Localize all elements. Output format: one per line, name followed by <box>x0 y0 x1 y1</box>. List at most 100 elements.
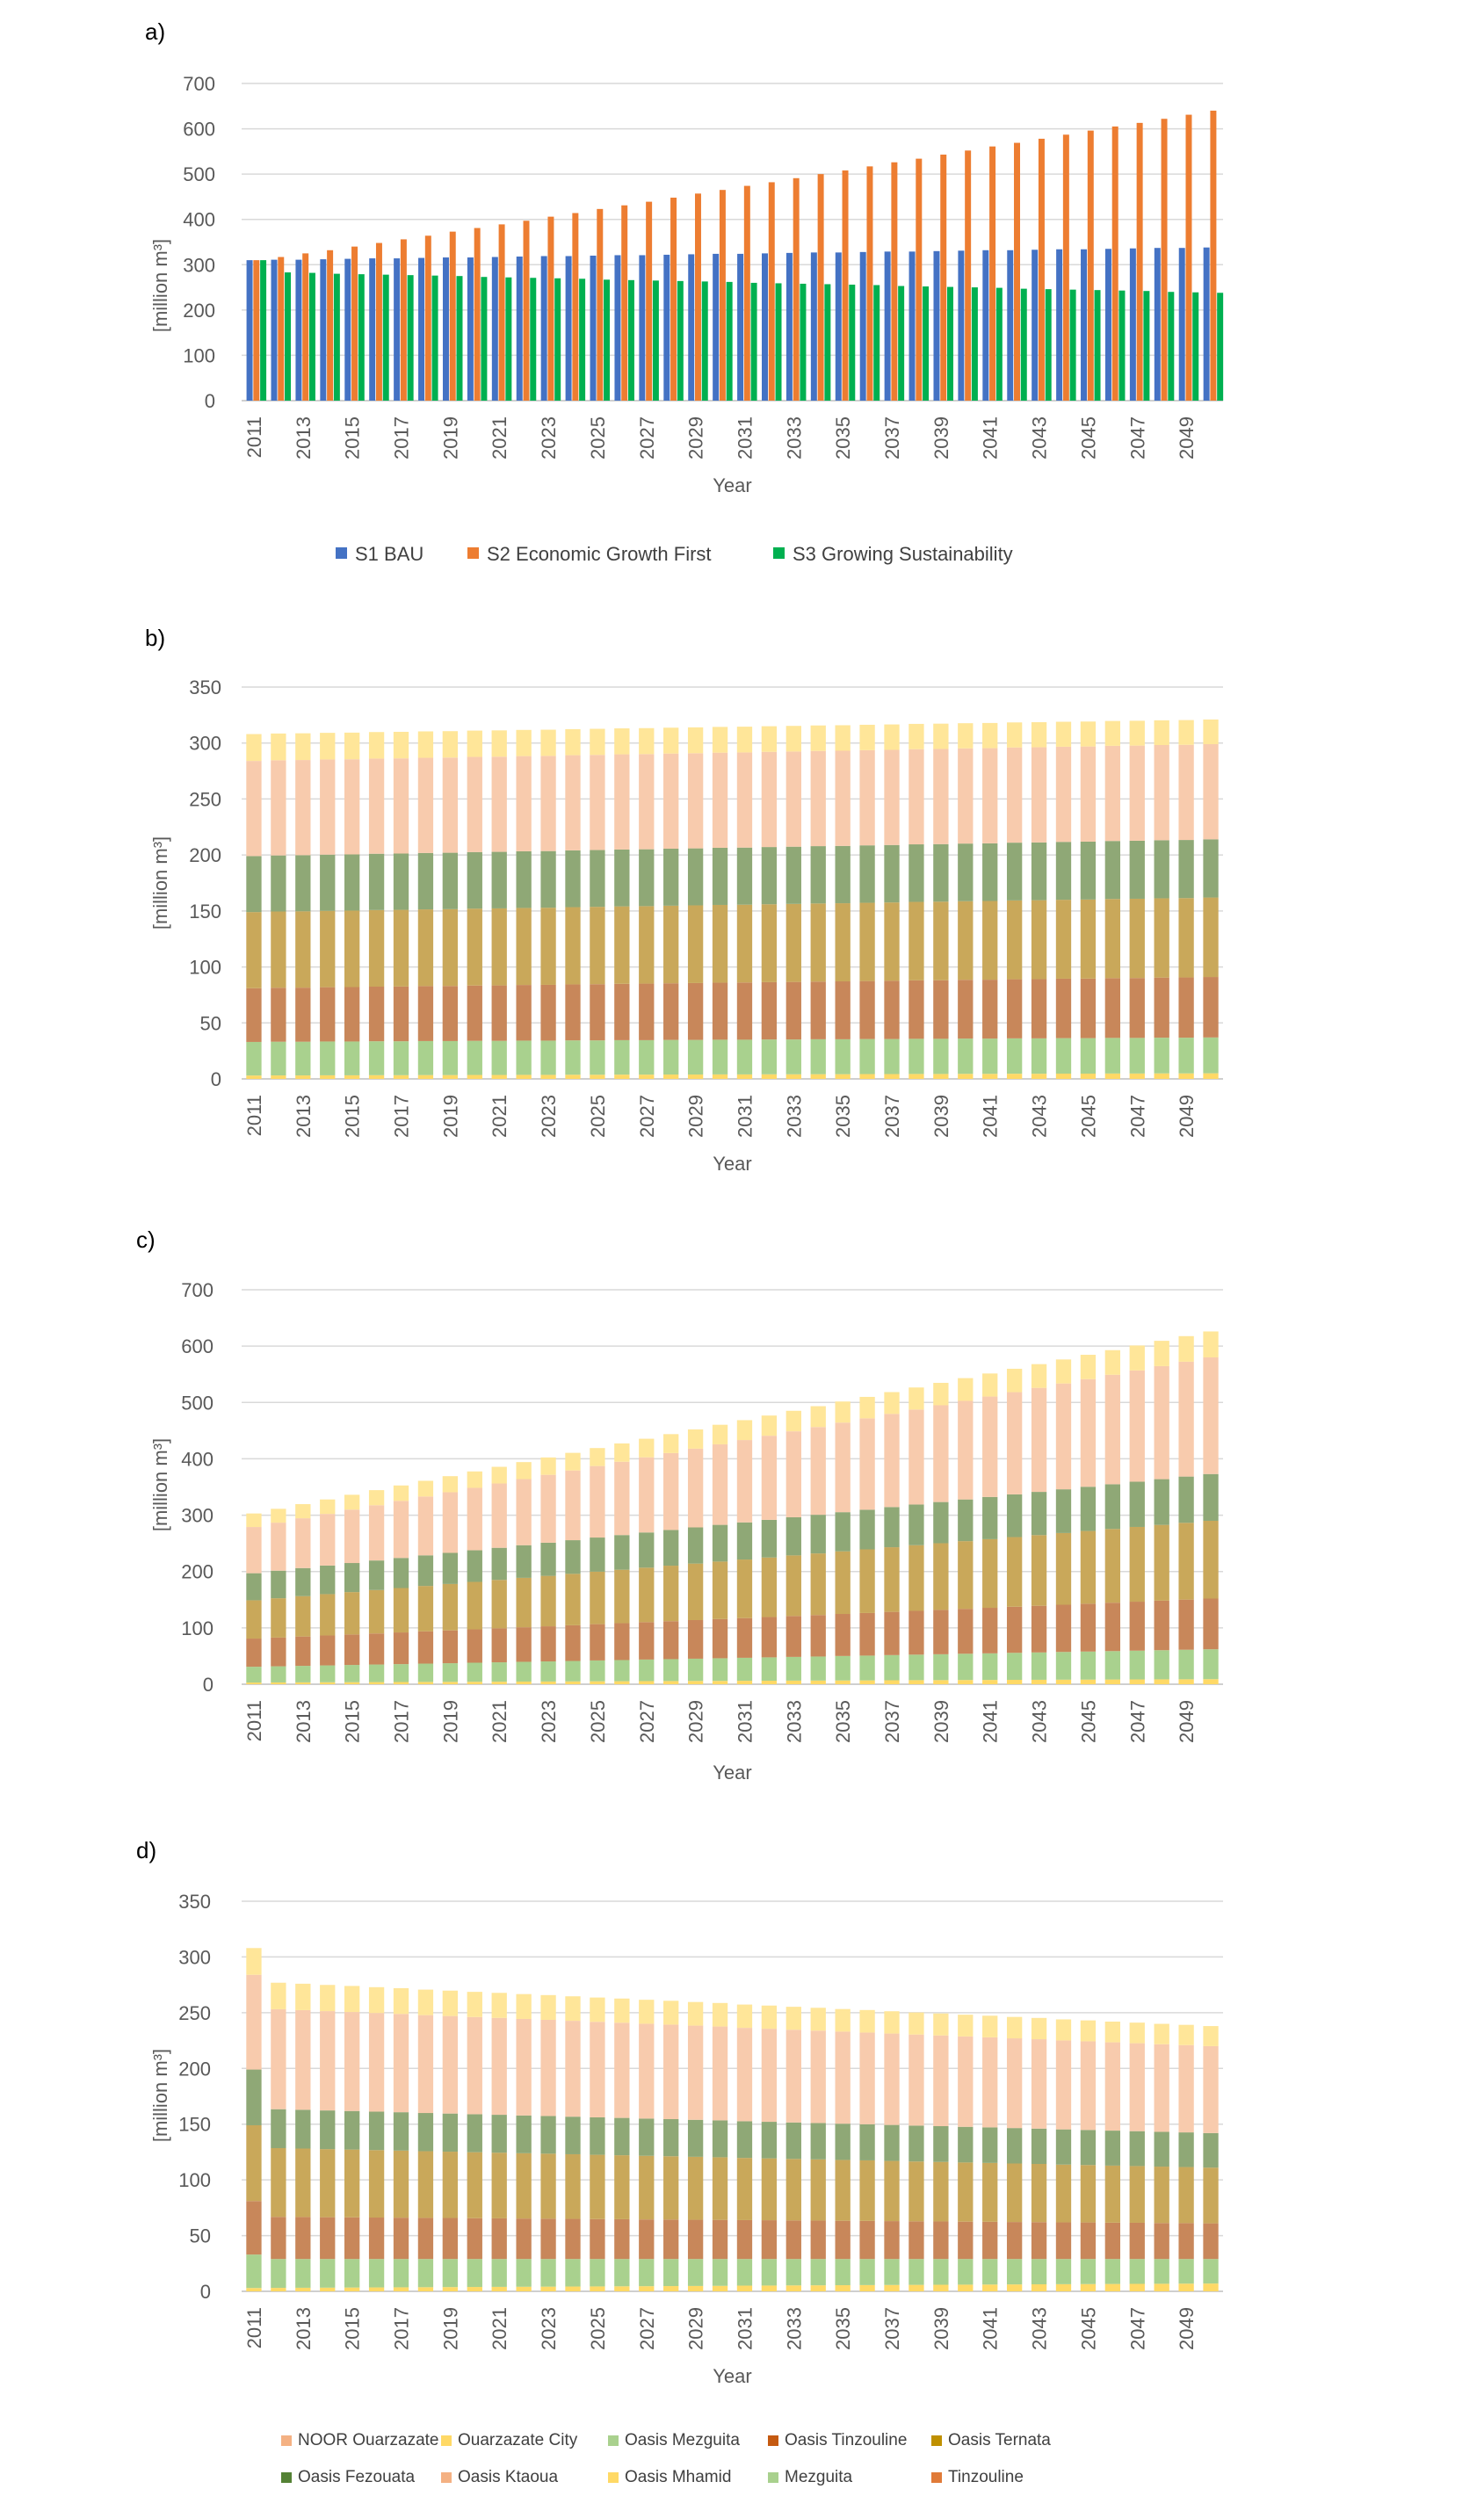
stack-segment <box>761 751 778 848</box>
stack-segment <box>1031 1074 1047 1079</box>
stack-segment <box>663 1530 679 1567</box>
stack-segment <box>320 1594 336 1636</box>
stack-segment <box>933 749 949 844</box>
x-tick-label: 2019 <box>439 2307 461 2350</box>
stack-segment <box>712 1618 728 1659</box>
x-tick-label: 2011 <box>243 1095 265 1136</box>
legend-label: Oasis Tinzouline <box>785 2431 907 2449</box>
stack-segment <box>417 1663 434 1682</box>
stack-segment <box>1055 900 1072 979</box>
stack-segment <box>565 850 581 908</box>
stack-segment <box>368 853 385 910</box>
stack-segment <box>1203 2167 1219 2224</box>
stack-segment <box>933 1543 949 1610</box>
stack-segment <box>368 1664 385 1682</box>
stack-segment <box>590 1538 605 1572</box>
stack-segment <box>467 730 482 757</box>
stack-segment <box>958 1074 974 1079</box>
stack-segment <box>491 1547 507 1581</box>
stack-segment <box>736 2121 753 2159</box>
x-tick-label: 2015 <box>342 1700 364 1743</box>
stack-segment <box>540 984 556 1041</box>
stack-segment <box>368 1074 385 1079</box>
stack-segment <box>884 980 900 1039</box>
stack-segment <box>320 2259 336 2288</box>
x-tick-label: 2025 <box>587 1095 609 1138</box>
stack-segment <box>320 1074 336 1079</box>
stack-segment <box>736 2004 753 2029</box>
stack-segment <box>344 2287 360 2291</box>
stack-segment <box>540 1626 556 1662</box>
stack-segment <box>908 2221 924 2260</box>
panel-label: d) <box>136 1837 156 1863</box>
stack-segment <box>884 1038 900 1074</box>
stack-segment <box>516 756 532 851</box>
stack-segment <box>1006 1606 1023 1653</box>
stack-segment <box>908 1504 924 1545</box>
stack-segment <box>368 758 385 854</box>
stack-segment <box>884 724 900 750</box>
bar <box>271 259 278 401</box>
stack-segment <box>785 2259 801 2286</box>
stack-segment <box>1129 1038 1145 1074</box>
stack-segment <box>1104 2131 1120 2166</box>
stack-segment <box>491 2259 507 2287</box>
stack-segment <box>736 2158 753 2220</box>
stack-segment <box>908 901 924 980</box>
stack-segment <box>1080 2020 1097 2042</box>
legend-label: Oasis Mhamid <box>625 2468 731 2486</box>
stack-segment <box>908 2259 924 2285</box>
bar <box>916 158 923 401</box>
x-tick-label: 2029 <box>685 416 707 459</box>
stack-segment <box>712 982 728 1040</box>
stack-segment <box>1006 979 1023 1038</box>
bar <box>923 286 930 401</box>
bar <box>344 258 351 401</box>
bar <box>750 282 757 401</box>
stack-segment <box>295 1682 311 1684</box>
panel-label: c) <box>136 1226 156 1253</box>
stack-segment <box>1203 1357 1219 1474</box>
stack-segment <box>663 2286 679 2291</box>
stack-segment <box>982 1373 998 1397</box>
bar <box>866 166 873 401</box>
stack-segment <box>785 981 801 1040</box>
stack-segment <box>393 731 409 759</box>
x-tick-label: 2045 <box>1077 416 1099 459</box>
stack-segment <box>246 1600 262 1639</box>
stack-segment <box>246 1041 262 1076</box>
stack-segment <box>859 2009 875 2033</box>
stack-segment <box>590 1624 605 1661</box>
stack-segment <box>1006 722 1023 748</box>
stack-segment <box>1055 1604 1072 1653</box>
bar <box>474 228 481 401</box>
x-tick-label: 2043 <box>1029 2307 1051 2350</box>
stack-segment <box>1203 839 1219 898</box>
stack-segment <box>565 1661 581 1682</box>
stack-segment <box>1055 1074 1072 1079</box>
stack-segment <box>908 1610 924 1655</box>
stack-segment <box>1154 1038 1169 1074</box>
stack-segment <box>859 1655 875 1681</box>
stack-segment <box>1129 1345 1145 1371</box>
stack-segment <box>810 750 826 847</box>
bar <box>933 250 940 401</box>
stack-segment <box>491 2017 507 2116</box>
legend-d: NOOR Ouarzazate Ouarzazate City Oasis Mezg… <box>281 2431 1051 2486</box>
stack-segment <box>491 2153 507 2218</box>
stack-segment <box>859 1074 875 1079</box>
stack-segment <box>785 2007 801 2030</box>
legend-swatch <box>931 2472 942 2483</box>
stack-segment <box>712 1039 728 1074</box>
stack-segment <box>590 1681 605 1684</box>
stack-segment <box>958 2162 974 2222</box>
legend-label: Oasis Mezguita <box>625 2431 740 2449</box>
stack-segment <box>1154 1073 1169 1079</box>
stack-segment <box>958 1609 974 1654</box>
stack-segment <box>835 2220 851 2260</box>
stack-segment <box>320 1565 336 1595</box>
stack-segment <box>467 1487 482 1551</box>
x-tick-label: 2045 <box>1077 1095 1099 1138</box>
stack-segment <box>1055 1038 1072 1074</box>
stack-segment <box>1154 898 1169 978</box>
